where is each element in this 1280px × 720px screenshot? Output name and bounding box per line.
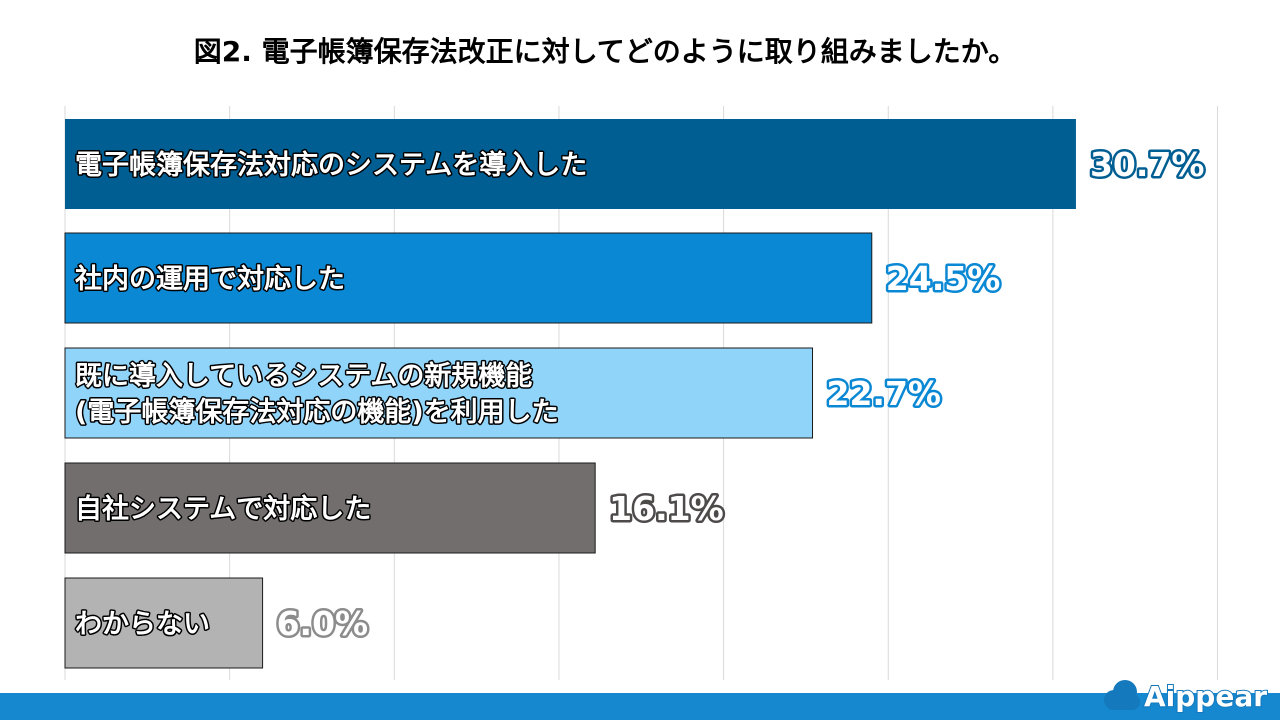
cloud-icon (1104, 680, 1140, 710)
bar-value-label: 30.7% (1090, 145, 1205, 184)
bar-category-label: (電子帳簿保存法対応の機能)を利用した (75, 396, 559, 428)
bar (65, 119, 1076, 209)
bar-value-label: 22.7% (827, 374, 942, 413)
footer-band (0, 693, 1280, 720)
bar (64, 232, 873, 324)
bar-value-label: 16.1% (609, 489, 724, 528)
bar-category-label: 社内の運用で対応した (75, 263, 345, 295)
bar-category-label: 既に導入しているシステムの新規機能 (75, 360, 532, 392)
bar-category-label: わからない (75, 609, 210, 640)
bar-chart: 電子帳簿保存法対応のシステムを導入した 30.7% 社内の運用で対応した 24.5% 既… (64, 106, 1219, 680)
bar (64, 347, 814, 439)
bar-value-label: 24.5% (886, 259, 1001, 298)
bar (64, 577, 264, 669)
bar-category-label: 自社システムで対応した (75, 493, 371, 525)
brand-name: Aippear (1144, 680, 1267, 713)
bar (64, 462, 596, 554)
bar-value-label: 6.0% (277, 604, 369, 643)
bar-category-label: 電子帳簿保存法対応のシステムを導入した (75, 149, 587, 181)
chart-title: 図2. 電子帳簿保存法改正に対してどのように取り組みましたか。 (193, 35, 1017, 68)
brand-logo: Aippear (1100, 676, 1272, 716)
